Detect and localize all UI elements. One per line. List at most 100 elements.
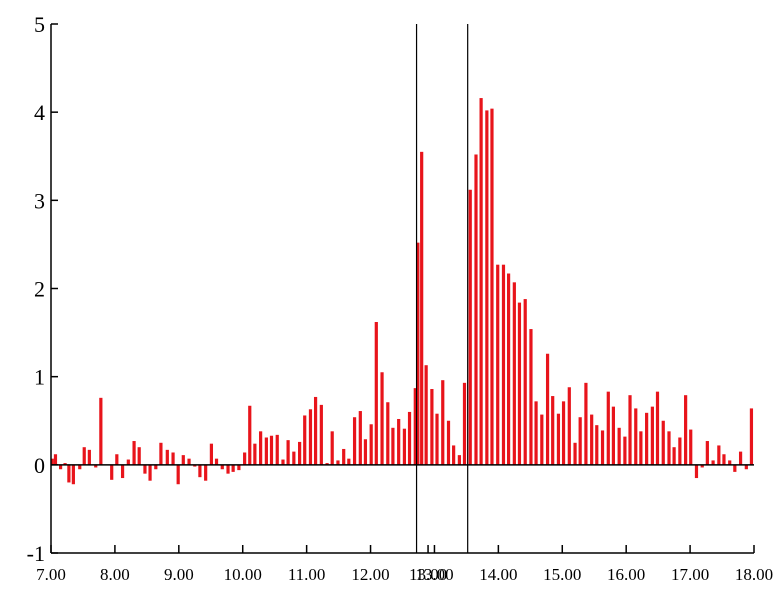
y-ticks-group: 5 4 3 2 1 0 -1: [27, 12, 58, 566]
bar: [264, 437, 268, 465]
bar: [705, 441, 709, 465]
x-tick-label: 14.00: [479, 565, 517, 584]
bar: [606, 391, 610, 465]
bar: [237, 464, 241, 471]
bar: [595, 425, 599, 465]
bar: [545, 353, 550, 465]
x-tick-label: 17.00: [671, 565, 709, 584]
y-tick-label: 0: [34, 453, 45, 478]
bar: [523, 299, 527, 465]
bar: [402, 428, 407, 465]
bar: [655, 391, 660, 465]
bars-group: [50, 98, 754, 485]
bar: [474, 154, 478, 465]
bar: [352, 417, 357, 465]
bar: [67, 464, 71, 483]
bar: [733, 464, 737, 472]
bar: [275, 434, 279, 465]
y-tick-label: 3: [34, 188, 45, 213]
bar: [611, 406, 615, 465]
bar: [319, 404, 323, 465]
bar: [600, 430, 605, 465]
bar: [416, 242, 420, 465]
bar: [99, 397, 103, 465]
bar: [50, 458, 54, 465]
bar: [143, 464, 147, 474]
bar: [430, 389, 434, 465]
bar: [749, 408, 754, 465]
bar: [512, 282, 516, 465]
x-tick-label: 13.00: [415, 565, 453, 584]
bar: [248, 405, 252, 465]
bar: [132, 441, 136, 465]
bar: [561, 401, 566, 465]
bar: [424, 365, 428, 465]
bar: [82, 447, 86, 465]
bar: [667, 431, 671, 465]
bar: [661, 420, 665, 465]
bar: [446, 420, 451, 465]
bar: [171, 452, 175, 465]
bar: [176, 464, 180, 485]
bar: [728, 460, 732, 465]
bar: [380, 372, 384, 465]
bar: [58, 464, 63, 470]
bar: [551, 396, 555, 465]
bar: [243, 452, 247, 465]
bar: [694, 464, 699, 479]
bar: [501, 264, 506, 465]
bar: [313, 396, 318, 465]
x-tick-label: 16.00: [607, 565, 645, 584]
y-tick-label: 4: [34, 100, 45, 125]
bar: [369, 424, 373, 465]
bar: [711, 460, 715, 465]
bar: [154, 464, 158, 470]
bar: [479, 98, 483, 465]
bar: [628, 395, 632, 465]
bar: [578, 417, 582, 465]
bar: [650, 406, 654, 465]
bar: [71, 464, 75, 485]
y-tick-label: 2: [34, 277, 45, 302]
x-tick-label: 10.00: [224, 565, 262, 584]
bar: [413, 388, 417, 465]
y-tick-label: 5: [34, 12, 45, 37]
bar: [148, 464, 152, 481]
bar: [214, 458, 219, 465]
bar: [286, 440, 290, 465]
y-tick-label: -1: [27, 541, 45, 566]
bar: [617, 427, 621, 465]
bar: [689, 429, 693, 465]
bar: [645, 412, 649, 465]
bar: [567, 387, 571, 465]
bar: [540, 414, 544, 465]
bar: [308, 409, 313, 465]
bar: [347, 458, 351, 465]
bar: [165, 449, 169, 465]
x-tick-label: 13.00: [409, 565, 447, 584]
bar: [517, 302, 522, 465]
bar: [441, 380, 445, 465]
bar: [744, 464, 748, 470]
bar: [63, 463, 67, 465]
bar: [573, 442, 577, 465]
bar: [159, 442, 163, 465]
bar: [126, 459, 130, 465]
bar: [220, 464, 224, 470]
x-tick-label: 12.00: [351, 565, 389, 584]
x-tick-label: 9.00: [164, 565, 194, 584]
bar: [303, 415, 307, 465]
bar: [457, 455, 461, 465]
bar: [722, 454, 726, 465]
bar: [292, 451, 296, 465]
bar: [678, 437, 682, 465]
bar: [53, 454, 58, 465]
bar: [420, 151, 424, 465]
vertical-marker-lines: [415, 24, 469, 553]
bar: [717, 445, 721, 465]
bar: [181, 455, 185, 465]
bar: [358, 411, 362, 465]
x-tick-label: 7.00: [36, 565, 66, 584]
bar: [231, 464, 235, 472]
